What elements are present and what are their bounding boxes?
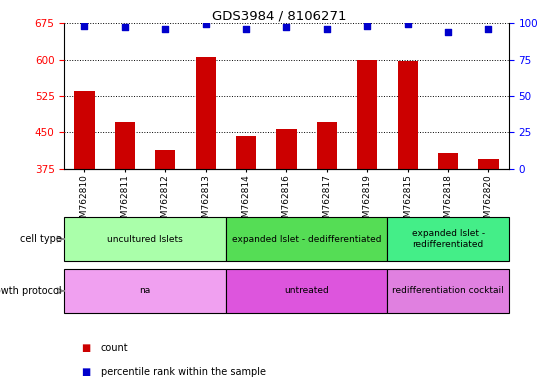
Bar — [317, 122, 337, 169]
Point — [323, 26, 331, 32]
Text: expanded Islet - dedifferentiated: expanded Islet - dedifferentiated — [232, 235, 381, 243]
Text: cell type: cell type — [20, 234, 61, 244]
Bar — [196, 57, 216, 169]
Text: ■: ■ — [81, 367, 91, 377]
Text: ■: ■ — [81, 343, 91, 353]
Text: growth protocol: growth protocol — [0, 286, 61, 296]
Bar — [276, 129, 297, 169]
Text: percentile rank within the sample: percentile rank within the sample — [101, 367, 266, 377]
Text: uncultured Islets: uncultured Islets — [107, 235, 183, 243]
Bar — [387, 269, 509, 313]
Bar — [64, 269, 226, 313]
Bar — [115, 122, 135, 169]
Bar — [397, 61, 418, 169]
Point — [484, 26, 493, 32]
Point — [201, 22, 210, 28]
Point — [241, 26, 250, 32]
Text: expanded Islet -
redifferentiated: expanded Islet - redifferentiated — [411, 229, 485, 249]
Point — [80, 23, 89, 29]
Bar — [387, 217, 509, 261]
Text: untreated: untreated — [285, 286, 329, 295]
Bar — [74, 91, 94, 169]
Text: redifferentiation cocktail: redifferentiation cocktail — [392, 286, 504, 295]
Bar — [226, 217, 387, 261]
Bar — [155, 149, 176, 169]
Text: GDS3984 / 8106271: GDS3984 / 8106271 — [212, 10, 347, 23]
Point — [444, 29, 453, 35]
Text: count: count — [101, 343, 128, 353]
Bar — [236, 136, 256, 169]
Bar — [479, 159, 499, 169]
Point — [403, 22, 412, 28]
Bar — [438, 153, 458, 169]
Point — [120, 24, 129, 30]
Bar — [64, 217, 226, 261]
Text: na: na — [139, 286, 151, 295]
Point — [363, 23, 372, 29]
Bar — [226, 269, 387, 313]
Point — [282, 24, 291, 30]
Point — [161, 26, 170, 32]
Bar — [357, 61, 377, 169]
